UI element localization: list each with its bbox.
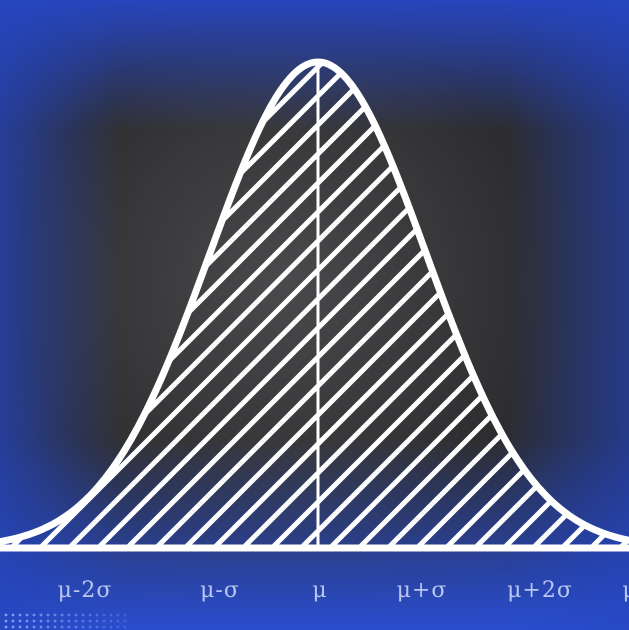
decor-dot: [67, 625, 71, 629]
decor-dot: [11, 613, 15, 617]
decor-dot: [81, 625, 85, 629]
tick-label-mu: μ: [312, 578, 328, 603]
decor-dot: [11, 625, 15, 629]
hatch-line: [487, 62, 629, 548]
decor-dot: [123, 619, 127, 623]
decor-dot: [74, 625, 78, 629]
decor-dot: [109, 625, 113, 629]
tick-label-mu-plus-sigma: μ+σ: [396, 578, 448, 603]
decor-dot: [32, 619, 36, 623]
decor-dot: [102, 613, 106, 617]
decor-dot: [109, 613, 113, 617]
decor-dot: [53, 613, 57, 617]
decor-dot: [46, 613, 50, 617]
decor-dot: [25, 613, 29, 617]
decor-dot: [18, 625, 22, 629]
decor-dot: [53, 619, 57, 623]
decor-dot: [46, 625, 50, 629]
decor-dot: [116, 619, 120, 623]
dot-pattern: [4, 613, 127, 629]
hatch-line: [371, 62, 629, 548]
decor-dot: [109, 619, 113, 623]
decor-dot: [74, 613, 78, 617]
decor-dot: [81, 613, 85, 617]
hatch-line: [110, 62, 629, 548]
decor-dot: [123, 613, 127, 617]
decor-dot: [60, 619, 64, 623]
decor-dot: [95, 613, 99, 617]
decor-dot: [18, 619, 22, 623]
decor-dot: [4, 625, 8, 629]
decor-dot: [102, 625, 106, 629]
hatch-line: [400, 62, 629, 548]
decor-dot: [88, 613, 92, 617]
decor-dot: [11, 619, 15, 623]
decor-dot: [123, 625, 127, 629]
decor-dot: [88, 625, 92, 629]
decor-dot: [39, 613, 43, 617]
decor-dot: [60, 625, 64, 629]
tick-label-mu-minus-2sigma: μ-2σ: [57, 578, 113, 603]
decor-dot: [74, 619, 78, 623]
hatch-line: [342, 62, 629, 548]
decor-dot: [39, 625, 43, 629]
hatch-line: [429, 62, 629, 548]
decor-dot: [39, 619, 43, 623]
bell-curve: [0, 58, 629, 546]
decor-dot: [116, 625, 120, 629]
decor-dot: [81, 619, 85, 623]
decor-dot: [102, 619, 106, 623]
tick-label-mu-minus-sigma: μ-σ: [200, 578, 240, 603]
decor-dot: [53, 625, 57, 629]
decor-dot: [25, 625, 29, 629]
tick-label-mu-cut: μ: [622, 578, 629, 603]
decor-dot: [67, 613, 71, 617]
decor-dot: [25, 619, 29, 623]
decor-dot: [46, 619, 50, 623]
hatch-line: [313, 62, 629, 548]
decor-dot: [18, 613, 22, 617]
decor-dot: [32, 613, 36, 617]
decor-dot: [95, 625, 99, 629]
tick-label-mu-plus-2sigma: μ+2σ: [507, 578, 573, 603]
decor-dot: [4, 613, 8, 617]
decor-dot: [60, 613, 64, 617]
decor-dot: [95, 619, 99, 623]
decor-dot: [4, 619, 8, 623]
decor-dot: [67, 619, 71, 623]
hatch-line: [458, 62, 629, 548]
decor-dot: [116, 613, 120, 617]
decor-dot: [32, 625, 36, 629]
decor-dot: [88, 619, 92, 623]
